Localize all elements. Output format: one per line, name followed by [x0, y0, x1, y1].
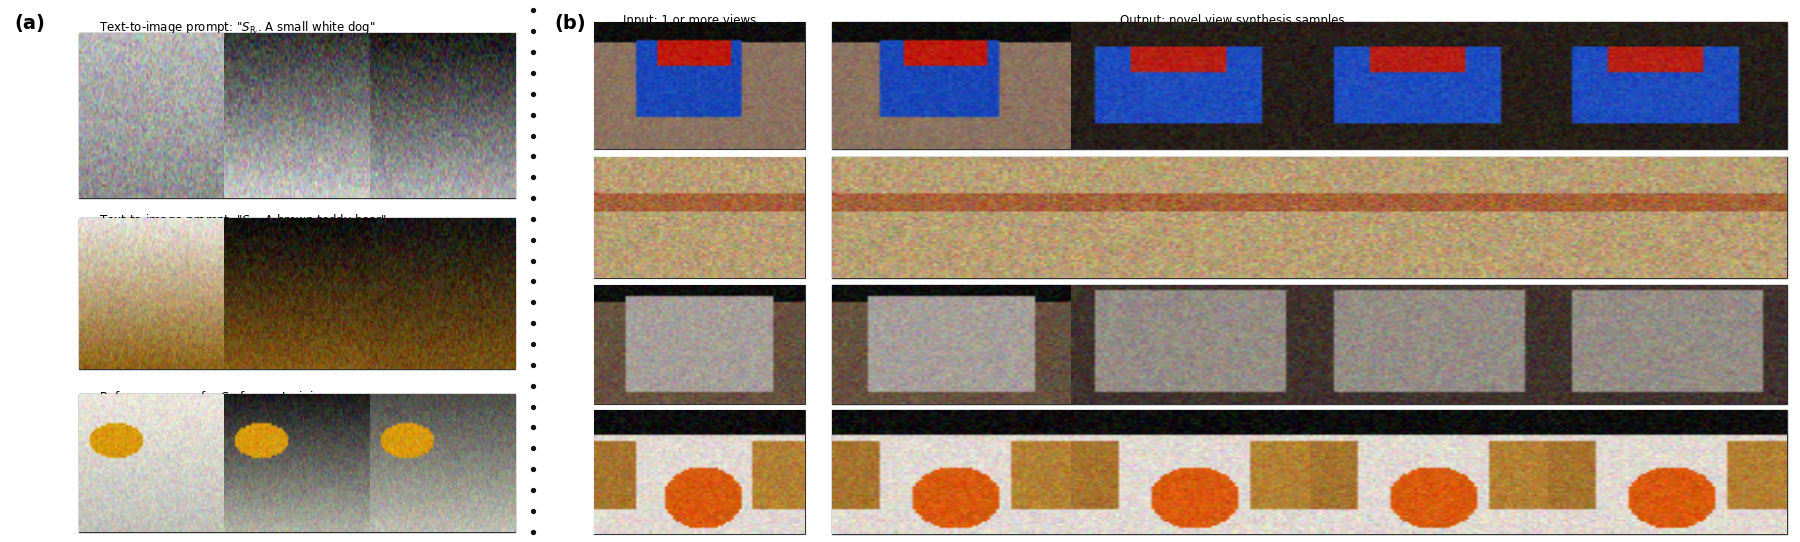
- Bar: [832, 410, 1787, 534]
- Text: (a): (a): [14, 14, 45, 33]
- Text: Input: 1 or more views: Input: 1 or more views: [623, 14, 756, 27]
- Text: Text-to-image prompt: "$S_{\mathrm{R}_i}$. A brown teddy bear": Text-to-image prompt: "$S_{\mathrm{R}_i}…: [99, 212, 387, 230]
- Bar: [832, 285, 1787, 404]
- Bar: [832, 22, 1787, 149]
- Bar: [594, 410, 805, 534]
- Bar: [594, 157, 805, 278]
- Bar: [79, 394, 515, 532]
- Text: Output: novel view synthesis samples: Output: novel view synthesis samples: [1120, 14, 1345, 27]
- Text: (b): (b): [554, 14, 587, 33]
- Bar: [594, 22, 805, 149]
- Bar: [832, 157, 1787, 278]
- Bar: [594, 285, 805, 404]
- Text: Text-to-image prompt: "$S_{\mathrm{R}_i}$. A small white dog": Text-to-image prompt: "$S_{\mathrm{R}_i}…: [99, 19, 376, 36]
- Text: Reference poses for $S_{\mathrm{R}_i}$ from a training scene: Reference poses for $S_{\mathrm{R}_i}$ f…: [99, 389, 367, 406]
- Bar: [79, 218, 515, 369]
- Bar: [79, 33, 515, 198]
